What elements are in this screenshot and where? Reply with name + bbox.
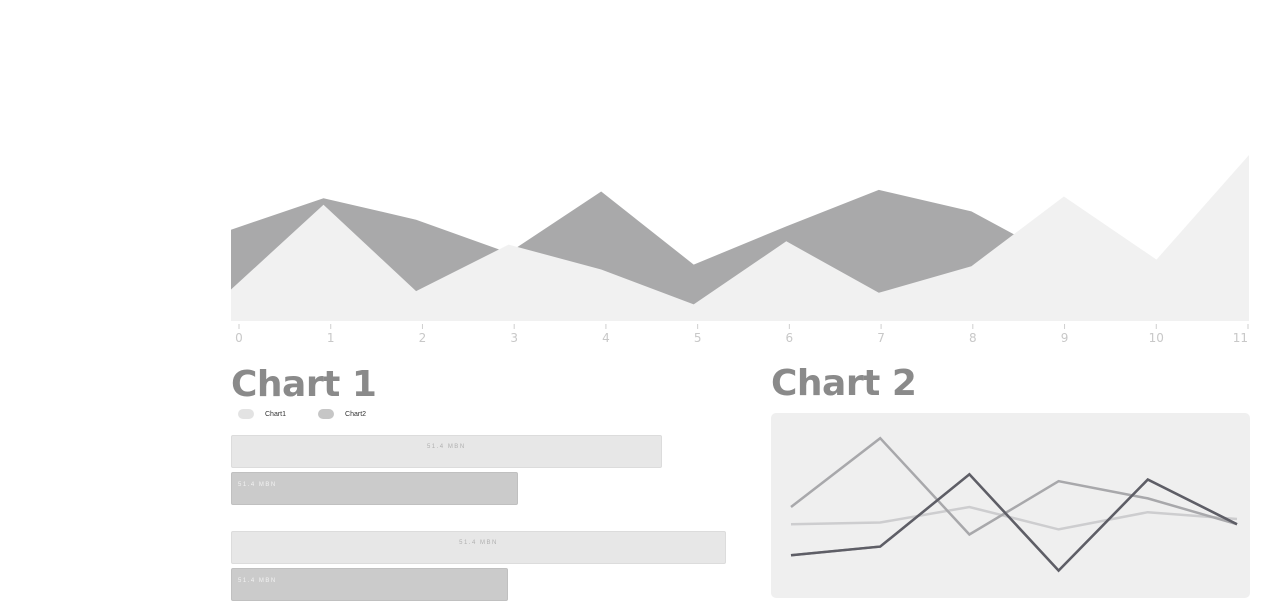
x-tick-label: 3 xyxy=(510,331,518,345)
legend-item-chart2[interactable]: Chart2 xyxy=(318,409,366,419)
bar-data-label: 51.4 MBN xyxy=(426,444,466,450)
area-chart: 0 1 2 3 4 5 6 7 8 9 10 11 xyxy=(231,155,1249,345)
x-tick-label: 10 xyxy=(1149,331,1164,345)
bar-data-label: 51.4 MBN xyxy=(238,482,277,488)
x-tick-label: 6 xyxy=(786,331,794,345)
bar-data-label: 51.4 MBN xyxy=(238,578,277,584)
bar-chart2-2[interactable]: 51.4 MBN xyxy=(231,568,509,601)
bar-chart2-1[interactable]: 51.4 MBN xyxy=(231,472,519,505)
x-tick-label: 7 xyxy=(877,331,885,345)
line-series-1 xyxy=(790,505,1238,531)
chart2-title: Chart 2 xyxy=(771,363,917,404)
legend-swatch-chart2 xyxy=(318,409,335,419)
x-tick-label: 1 xyxy=(327,331,335,345)
line-chart xyxy=(790,436,1238,573)
legend-swatch-chart1 xyxy=(238,409,254,419)
line-series-4 xyxy=(790,472,1238,573)
bar-chart1-1[interactable]: 51.4 MBN xyxy=(231,435,662,468)
line-series-2 xyxy=(790,436,1238,537)
legend-label-chart1: Chart1 xyxy=(265,410,287,418)
x-tick-label: 2 xyxy=(419,331,427,345)
x-tick-label: 0 xyxy=(235,331,243,345)
x-tick-label: 8 xyxy=(969,331,977,345)
x-tick-label: 5 xyxy=(694,331,702,345)
bar-data-label: 51.4 MBN xyxy=(459,540,498,546)
x-tick-label: 4 xyxy=(602,331,610,345)
legend-label-chart2: Chart2 xyxy=(345,410,367,418)
x-tick-label: 11 xyxy=(1233,331,1248,345)
line-chart-panel xyxy=(771,413,1250,598)
bar-chart-legend: Chart1 Chart2 xyxy=(238,409,398,419)
chart1-title: Chart 1 xyxy=(231,364,377,405)
bar-chart1-2[interactable]: 51.4 MBN xyxy=(231,531,726,564)
x-tick-label: 9 xyxy=(1061,331,1069,345)
area-series-2 xyxy=(231,155,1249,321)
legend-item-chart1[interactable]: Chart1 xyxy=(238,409,286,419)
